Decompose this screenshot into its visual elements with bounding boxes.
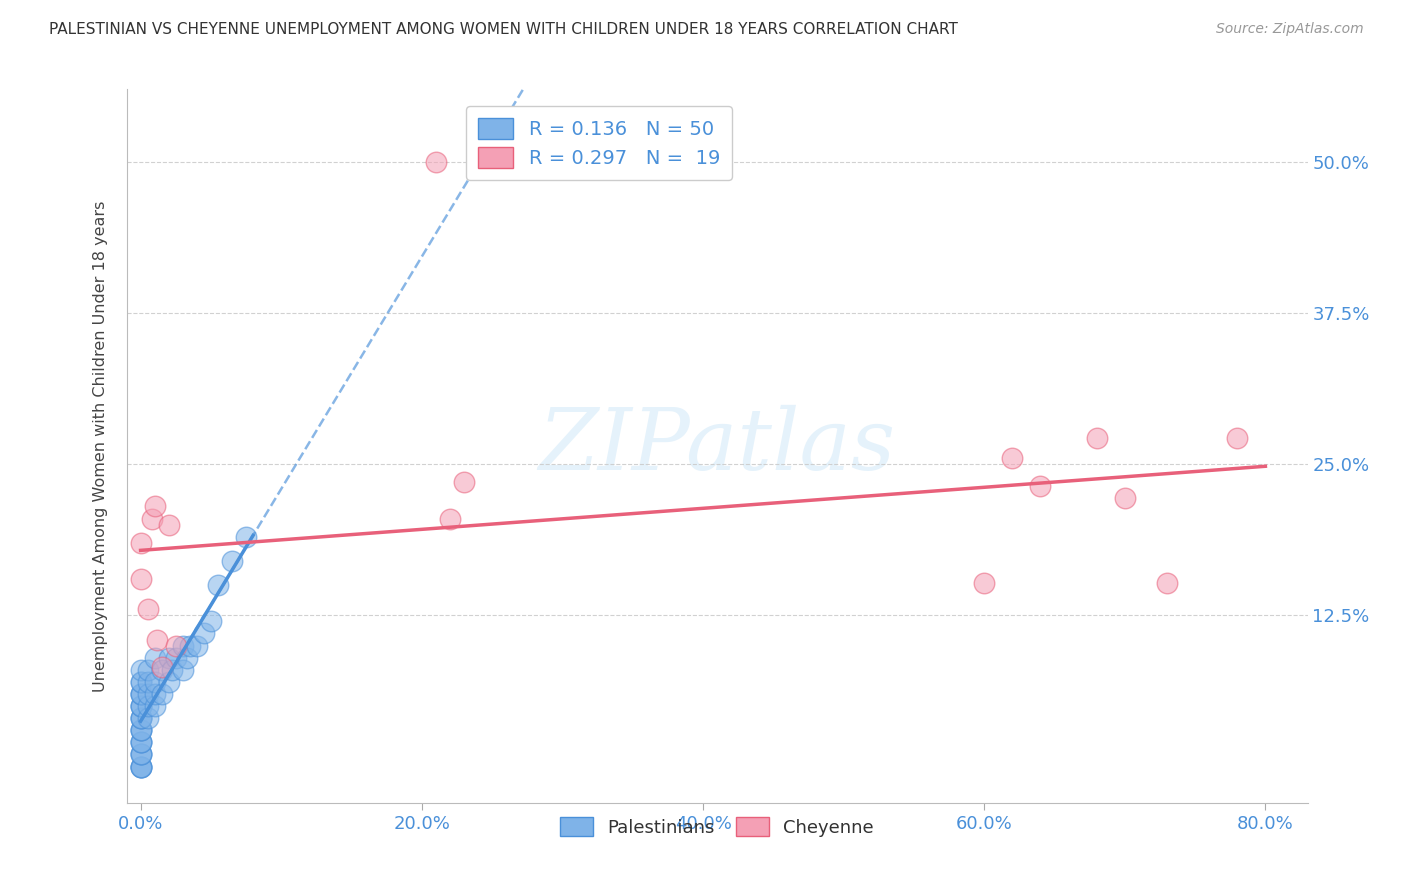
- Point: [129, 687, 152, 701]
- Point: [129, 723, 152, 738]
- Point: [129, 687, 152, 701]
- Point: [129, 674, 152, 689]
- Point: [172, 663, 194, 677]
- Point: [143, 687, 166, 701]
- Point: [129, 735, 152, 749]
- Point: [146, 632, 169, 647]
- Point: [129, 572, 152, 586]
- Point: [150, 660, 173, 674]
- Point: [150, 663, 173, 677]
- Point: [129, 735, 152, 749]
- Text: ZIPatlas: ZIPatlas: [538, 405, 896, 487]
- Point: [129, 735, 152, 749]
- Point: [1226, 431, 1249, 445]
- Point: [165, 650, 187, 665]
- Point: [129, 747, 152, 762]
- Point: [136, 687, 159, 701]
- Point: [129, 759, 152, 773]
- Point: [221, 554, 243, 568]
- Point: [1114, 491, 1136, 505]
- Point: [136, 602, 159, 616]
- Point: [136, 674, 159, 689]
- Point: [129, 759, 152, 773]
- Point: [129, 759, 152, 773]
- Point: [143, 650, 166, 665]
- Point: [136, 663, 159, 677]
- Point: [143, 674, 166, 689]
- Point: [129, 747, 152, 762]
- Point: [129, 699, 152, 714]
- Legend: Palestinians, Cheyenne: Palestinians, Cheyenne: [553, 809, 882, 844]
- Point: [129, 535, 152, 549]
- Point: [129, 723, 152, 738]
- Point: [129, 711, 152, 725]
- Point: [129, 687, 152, 701]
- Point: [141, 511, 163, 525]
- Point: [1029, 479, 1052, 493]
- Text: Source: ZipAtlas.com: Source: ZipAtlas.com: [1216, 22, 1364, 37]
- Point: [193, 626, 215, 640]
- Point: [129, 711, 152, 725]
- Point: [143, 500, 166, 514]
- Point: [129, 711, 152, 725]
- Point: [136, 699, 159, 714]
- Point: [150, 687, 173, 701]
- Point: [200, 615, 222, 629]
- Point: [136, 711, 159, 725]
- Point: [1001, 451, 1024, 466]
- Point: [129, 699, 152, 714]
- Point: [157, 517, 180, 532]
- Point: [973, 575, 995, 590]
- Point: [439, 511, 461, 525]
- Point: [179, 639, 201, 653]
- Point: [425, 154, 447, 169]
- Point: [453, 475, 475, 490]
- Point: [172, 639, 194, 653]
- Point: [129, 723, 152, 738]
- Point: [143, 699, 166, 714]
- Point: [235, 530, 257, 544]
- Point: [186, 639, 208, 653]
- Point: [160, 663, 183, 677]
- Point: [165, 639, 187, 653]
- Point: [1085, 431, 1108, 445]
- Point: [129, 674, 152, 689]
- Point: [176, 650, 198, 665]
- Point: [129, 699, 152, 714]
- Point: [129, 747, 152, 762]
- Point: [157, 650, 180, 665]
- Point: [157, 674, 180, 689]
- Point: [129, 759, 152, 773]
- Point: [1156, 575, 1178, 590]
- Y-axis label: Unemployment Among Women with Children Under 18 years: Unemployment Among Women with Children U…: [93, 201, 108, 691]
- Point: [207, 578, 229, 592]
- Text: PALESTINIAN VS CHEYENNE UNEMPLOYMENT AMONG WOMEN WITH CHILDREN UNDER 18 YEARS CO: PALESTINIAN VS CHEYENNE UNEMPLOYMENT AMO…: [49, 22, 957, 37]
- Point: [129, 663, 152, 677]
